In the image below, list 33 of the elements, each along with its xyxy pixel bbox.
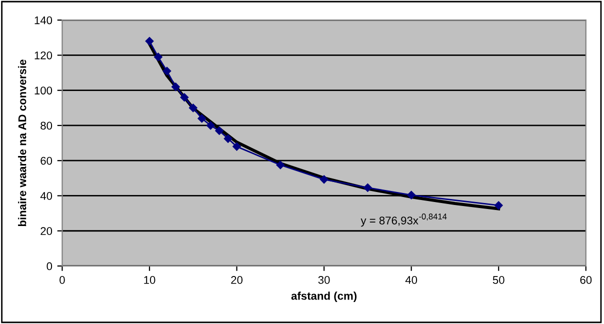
point: [172, 82, 180, 91]
x-axis-title: afstand (cm): [291, 292, 357, 302]
y-tick-label: 120: [34, 51, 52, 60]
point: [364, 184, 372, 192]
point: [232, 142, 241, 151]
y-tick-label: 60: [40, 156, 52, 165]
y-tick-label: 0: [46, 262, 52, 270]
point: [180, 93, 189, 102]
x-tick-label: 40: [405, 276, 418, 284]
y-tick-label: 100: [34, 86, 52, 94]
point: [494, 201, 503, 210]
y-tick-label: 20: [40, 227, 52, 236]
y-tick-label: 140: [34, 16, 52, 24]
x-tick-label: 50: [492, 276, 504, 284]
x-tick-label: 60: [580, 276, 592, 284]
x-tick-label: 20: [231, 276, 243, 284]
point: [407, 190, 416, 200]
point: [188, 104, 198, 112]
point: [145, 37, 154, 46]
point: [162, 66, 172, 76]
x-tick-label: 30: [318, 276, 330, 284]
point: [154, 52, 162, 62]
x-tick-label: 10: [144, 276, 156, 284]
point: [198, 114, 206, 123]
point: [224, 134, 232, 143]
point: [320, 175, 328, 184]
point: [206, 121, 215, 130]
y-axis-title: binaire waarde na AD conversie: [18, 60, 26, 226]
y-tick-label: 80: [40, 122, 52, 130]
y-tick-label: 40: [40, 192, 52, 200]
point: [276, 160, 285, 170]
x-tick-label: 0: [60, 276, 65, 284]
point: [215, 126, 224, 135]
